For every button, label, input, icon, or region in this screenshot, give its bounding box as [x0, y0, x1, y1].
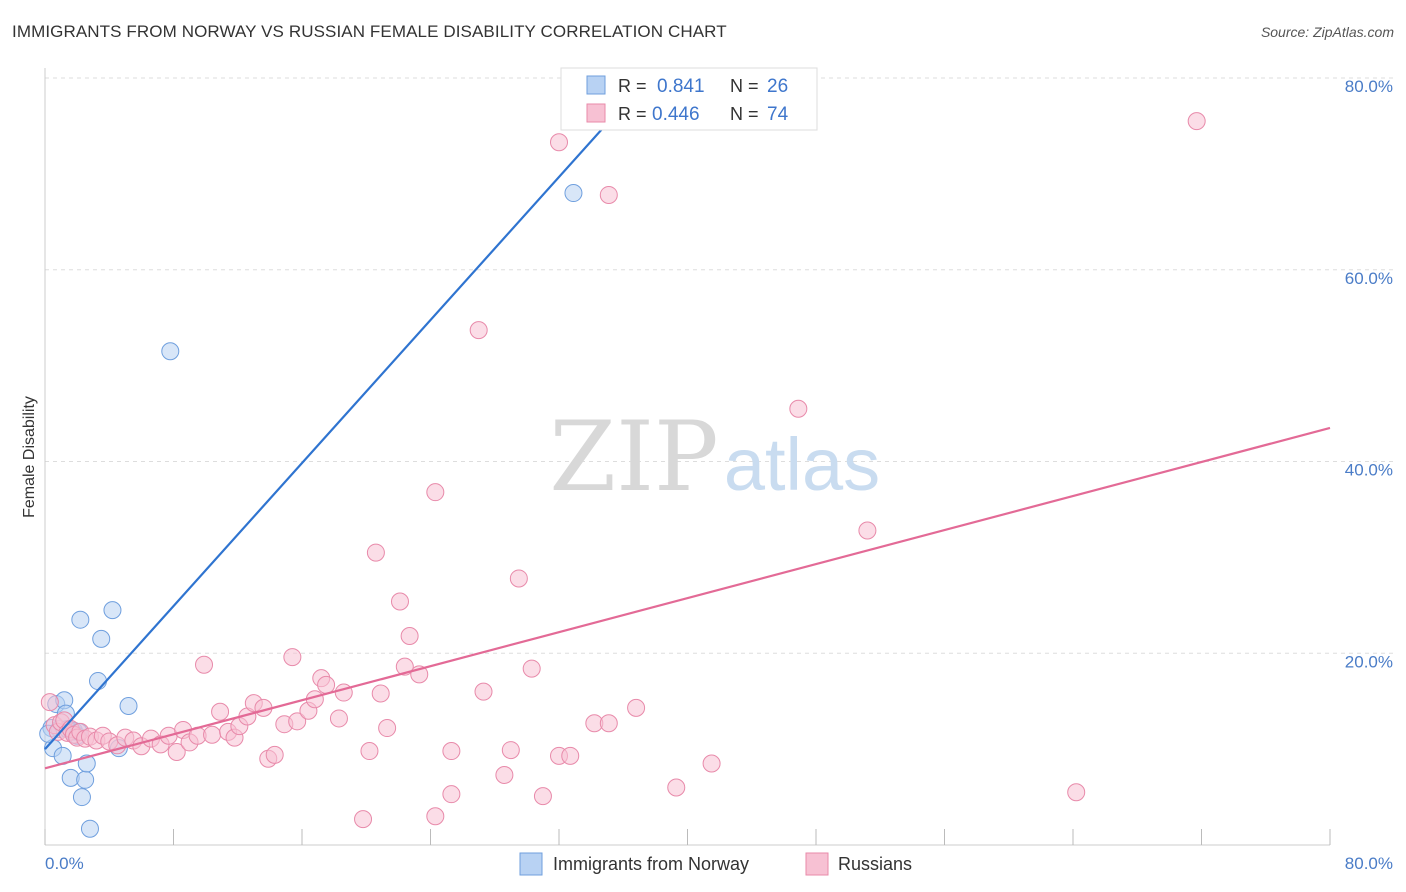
stats-n-label-russia: N =	[730, 104, 759, 124]
norway-point	[564, 184, 583, 203]
russia-point	[550, 133, 568, 152]
russia-point	[702, 754, 721, 773]
russia-point	[400, 626, 419, 645]
stats-r-label-russia: R =	[618, 104, 647, 124]
norway-point	[80, 819, 99, 838]
stats-box: R = 0.841 N = 26 R = 0.446 N = 74	[560, 67, 818, 131]
norway-point	[92, 629, 111, 648]
chart-legend: Immigrants from Norway Russians	[519, 852, 912, 876]
stats-n-value-russia: 74	[767, 104, 789, 125]
x-tick-label-right: 80.0%	[1345, 854, 1393, 873]
russia-point	[442, 785, 461, 804]
russia-point	[426, 807, 445, 826]
y-tick-label: 40.0%	[1345, 461, 1393, 480]
russia-trend-line	[44, 426, 1331, 770]
russia-point	[509, 569, 528, 588]
russia-point	[426, 483, 445, 502]
russia-point	[522, 659, 541, 678]
russia-point	[599, 714, 618, 733]
russia-point	[167, 743, 186, 762]
russia-point	[627, 698, 646, 717]
russia-point	[371, 684, 390, 703]
russia-point	[1187, 112, 1206, 131]
norway-point	[119, 696, 138, 715]
russia-point	[288, 712, 307, 731]
x-tick-label-left: 0.0%	[45, 854, 84, 873]
russia-point	[360, 742, 379, 761]
source-credit: Source: ZipAtlas.com	[1260, 24, 1394, 40]
russia-point	[501, 741, 520, 760]
russia-point	[469, 321, 488, 340]
russia-point	[366, 543, 385, 562]
russia-point	[203, 725, 222, 744]
y-tick-label: 80.0%	[1345, 77, 1393, 96]
norway-point	[71, 610, 90, 629]
data-points	[39, 112, 1206, 838]
stats-r-value-russia: 0.446	[652, 104, 700, 125]
russia-point	[533, 787, 552, 806]
russia-point	[599, 185, 618, 204]
stats-swatch-russia	[586, 103, 606, 123]
russia-point	[1067, 783, 1086, 802]
norway-point	[89, 672, 108, 691]
grid-lines	[45, 77, 1393, 654]
norway-point	[161, 342, 180, 361]
legend-swatch-norway	[519, 852, 543, 876]
norway-point	[76, 770, 95, 789]
zipatlas-watermark: ZIP atlas	[549, 401, 880, 513]
axes	[44, 68, 1331, 846]
stats-n-label-norway: N =	[730, 76, 759, 96]
russia-point	[474, 682, 493, 701]
stats-n-value-norway: 26	[767, 76, 788, 97]
y-tick-labels: 20.0% 40.0% 60.0% 80.0%	[1345, 77, 1393, 671]
watermark-zip: ZIP	[549, 401, 718, 513]
stats-r-value-norway: 0.841	[657, 76, 705, 97]
russia-point	[195, 655, 214, 674]
russia-point	[495, 766, 514, 785]
y-tick-label: 20.0%	[1345, 652, 1393, 671]
russia-point	[283, 648, 302, 667]
legend-label-russia: Russians	[838, 854, 912, 874]
russia-point	[378, 719, 397, 738]
y-axis-label: Female Disability	[21, 396, 38, 518]
chart-title: IMMIGRANTS FROM NORWAY VS RUSSIAN FEMALE…	[12, 22, 727, 41]
russia-point	[667, 778, 686, 797]
legend-label-norway: Immigrants from Norway	[553, 854, 749, 874]
russia-point	[317, 675, 336, 694]
russia-point	[789, 399, 808, 418]
russia-point	[40, 693, 59, 712]
russia-point	[858, 521, 877, 540]
norway-trend-line	[44, 86, 641, 750]
russia-point	[561, 746, 580, 765]
watermark-atlas: atlas	[724, 423, 880, 506]
russia-point	[265, 745, 284, 764]
russia-point	[329, 709, 348, 728]
stats-swatch-norway	[586, 75, 606, 95]
legend-swatch-russia	[805, 852, 829, 876]
norway-point	[103, 601, 122, 620]
trend-lines	[44, 86, 1331, 770]
russia-point	[390, 592, 409, 611]
russia-point	[211, 702, 230, 721]
stats-r-label-norway: R =	[618, 76, 647, 96]
norway-point	[72, 788, 91, 807]
russia-point	[442, 742, 461, 761]
y-tick-label: 60.0%	[1345, 269, 1393, 288]
russia-point	[354, 810, 373, 829]
